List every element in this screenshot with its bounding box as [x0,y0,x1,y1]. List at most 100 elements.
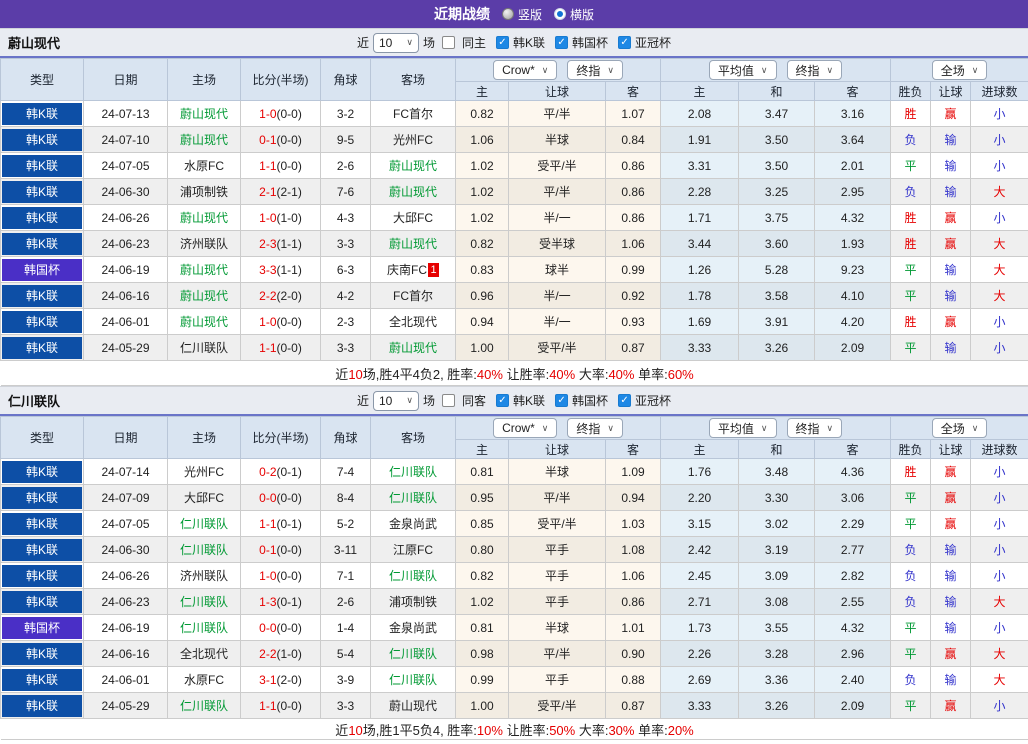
bookmaker-select[interactable]: Crow* ∨ [493,60,558,80]
result-outcome-cell: 平 [890,510,932,537]
result-handicap: 输 [944,185,957,199]
home-team-link[interactable]: 济州联队 [179,237,228,251]
recent-count-select[interactable]: 10 ∨ [372,32,419,53]
bookmaker-select[interactable]: Crow* ∨ [493,418,558,438]
recent-count-select[interactable]: 10 ∨ [372,390,419,411]
odds-away: 2.77 [813,536,892,563]
home-team-link[interactable]: 仁川联队 [179,699,228,713]
away-team-link[interactable]: 蔚山现代 [388,185,437,199]
home-team-link[interactable]: 仁川联队 [179,595,228,609]
home-team-link[interactable]: 仁川联队 [179,621,228,635]
result-outcome-cell: 负 [890,562,932,589]
layout-radio-horizontal[interactable]: 横版 [554,6,594,23]
result-goals-cell: 小 [970,100,1028,127]
handicap-away-odds: 0.86 [605,152,661,179]
away-team-link[interactable]: 仁川联队 [388,491,437,505]
layout-radio-vertical[interactable]: 竖版 [501,6,542,23]
home-team-link[interactable]: 蔚山现代 [179,289,228,303]
away-team-link[interactable]: FC首尔 [393,107,433,121]
away-team-cell: FC首尔 [370,282,456,309]
home-team-link[interactable]: 大邱FC [184,491,224,505]
league-checkbox-kleague[interactable]: ✓ [496,36,509,49]
handicap-home-odds: 0.95 [455,484,509,511]
away-team-link[interactable]: 蔚山现代 [388,699,437,713]
fulltime-score: 3-3 [259,262,277,277]
section-header-ulsan: 蔚山现代 近 10 ∨ 场 同主 ✓ 韩K联 ✓ 韩国杯 ✓ 亚冠杯 [0,28,1028,58]
home-team-link[interactable]: 济州联队 [179,569,228,583]
away-team-link[interactable]: 金泉尚武 [388,517,437,531]
handicap-line: 半/一 [508,204,606,231]
summary-segment: 10 [348,722,363,738]
away-team-link[interactable]: 仁川联队 [388,647,437,661]
fulltime-score: 0-1 [259,132,277,147]
result-outcome-cell: 平 [890,640,932,667]
home-team-link[interactable]: 仁川联队 [179,517,228,531]
away-team-link[interactable]: 江原FC [393,543,433,557]
home-team-link[interactable]: 全北现代 [179,647,228,661]
away-team-link[interactable]: 金泉尚武 [388,621,437,635]
result-outcome: 胜 [904,465,917,479]
match-date: 24-06-26 [83,562,168,589]
result-goals: 小 [993,621,1006,635]
home-team-link[interactable]: 蔚山现代 [179,133,228,147]
away-team-link[interactable]: 全北现代 [388,315,437,329]
home-team-link[interactable]: 蔚山现代 [179,315,228,329]
result-goals: 小 [993,491,1006,505]
home-team-cell: 大邱FC [167,484,241,511]
home-team-link[interactable]: 浦项制铁 [179,185,228,199]
fulltime-select[interactable]: 全场 ∨ [931,418,988,438]
away-team-link[interactable]: 光州FC [393,133,433,147]
match-type-cell: 韩K联 [0,282,84,309]
away-team-link[interactable]: 仁川联队 [388,465,437,479]
corner-score: 4-2 [320,282,371,309]
handicap-line: 平手 [508,588,606,615]
handicap-line: 受平/半 [508,334,606,361]
home-team-link[interactable]: 仁川联队 [179,543,228,557]
final-odds-select-2[interactable]: 终指 ∨ [786,60,843,80]
league-checkbox-kleague[interactable]: ✓ [496,394,509,407]
table-row: 韩K联 24-06-16 蔚山现代 2-2(2-0) 4-2 FC首尔 0.96… [0,282,1028,309]
away-team-link[interactable]: 大邱FC [393,211,433,225]
league-checkbox-cup[interactable]: ✓ [555,36,569,49]
same-venue-checkbox[interactable] [441,394,455,407]
league-label-acl: 亚冠杯 [635,394,672,408]
home-team-link[interactable]: 蔚山现代 [179,263,228,277]
away-team-link[interactable]: 蔚山现代 [388,341,437,355]
home-team-link[interactable]: 水原FC [184,673,224,687]
match-type-cell: 韩K联 [0,536,84,563]
away-team-link[interactable]: 蔚山现代 [388,159,437,173]
halftime-score: (0-0) [276,106,302,121]
odds-draw: 3.26 [738,692,815,719]
final-odds-select-2[interactable]: 终指 ∨ [786,418,843,438]
handicap-line: 平手 [508,666,606,693]
home-team-link[interactable]: 仁川联队 [179,341,228,355]
league-checkbox-acl[interactable]: ✓ [618,36,632,49]
final-odds-select[interactable]: 终指 ∨ [567,418,623,438]
col-header-date: 日期 [83,58,168,101]
odds-draw: 3.75 [738,204,815,231]
match-date: 24-07-14 [83,458,168,485]
home-team-link[interactable]: 水原FC [184,159,224,173]
halftime-score: (2-0) [276,672,302,687]
col-header-res-outcome: 胜负 [890,439,932,459]
final-odds-select[interactable]: 终指 ∨ [567,60,623,80]
away-team-link[interactable]: 庆南FC [387,263,427,277]
col-header-eu-away: 客 [813,439,892,459]
home-team-link[interactable]: 蔚山现代 [179,211,228,225]
away-team-link[interactable]: FC首尔 [393,289,433,303]
same-venue-checkbox[interactable] [441,36,455,49]
away-team-link[interactable]: 仁川联队 [388,673,437,687]
league-checkbox-cup[interactable]: ✓ [555,394,569,407]
halftime-score: (1-0) [276,646,302,661]
average-select[interactable]: 平均值 ∨ [708,60,777,80]
away-team-link[interactable]: 浦项制铁 [388,595,437,609]
odds-draw: 3.55 [738,614,815,641]
fulltime-select[interactable]: 全场 ∨ [931,60,988,80]
average-select[interactable]: 平均值 ∨ [708,418,777,438]
result-goals: 大 [993,289,1006,303]
home-team-link[interactable]: 光州FC [184,465,224,479]
league-checkbox-acl[interactable]: ✓ [618,394,632,407]
away-team-link[interactable]: 蔚山现代 [388,237,437,251]
away-team-link[interactable]: 仁川联队 [388,569,437,583]
home-team-link[interactable]: 蔚山现代 [179,107,228,121]
